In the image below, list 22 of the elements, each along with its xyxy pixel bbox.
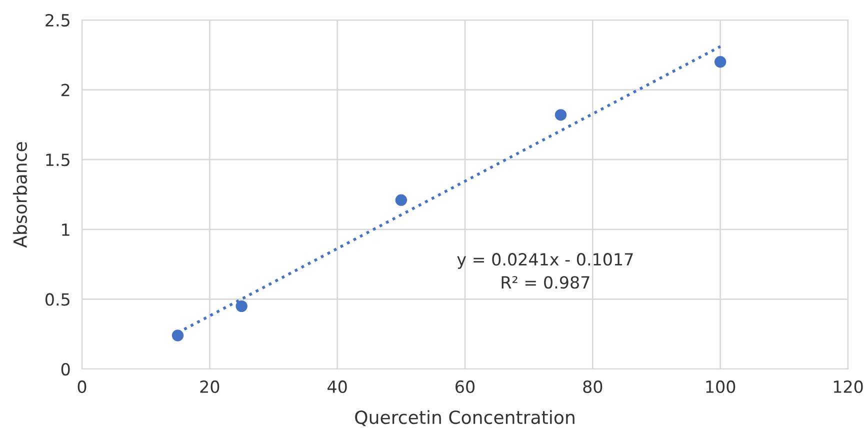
x-tick-label: 100 (706, 380, 736, 394)
x-tick-label: 20 (200, 380, 220, 394)
y-axis-title: Absorbance (13, 142, 27, 248)
x-tick-label: 120 (834, 380, 863, 394)
point (714, 56, 726, 68)
annotation: y = 0.0241x - 0.1017 (457, 253, 633, 269)
point (172, 330, 184, 342)
x-tick-label: 0 (78, 380, 86, 394)
y-tick-label: 0.5 (45, 293, 70, 306)
point (236, 300, 248, 312)
y-tick-label: 2.5 (46, 14, 70, 27)
y-tick-label: 1.5 (46, 154, 70, 166)
y-tick-label: 0 (61, 362, 70, 376)
x-tick-label: 40 (328, 380, 347, 394)
x-tick-label: 80 (583, 380, 602, 394)
x-tick-label: 60 (456, 380, 474, 394)
x-axis-title: Quercetin Concentration (355, 410, 574, 426)
annotation: R² = 0.987 (502, 276, 590, 289)
point (395, 194, 408, 206)
y-tick-label: 1 (62, 224, 70, 236)
point (554, 109, 567, 121)
y-tick-label: 2 (62, 84, 70, 96)
